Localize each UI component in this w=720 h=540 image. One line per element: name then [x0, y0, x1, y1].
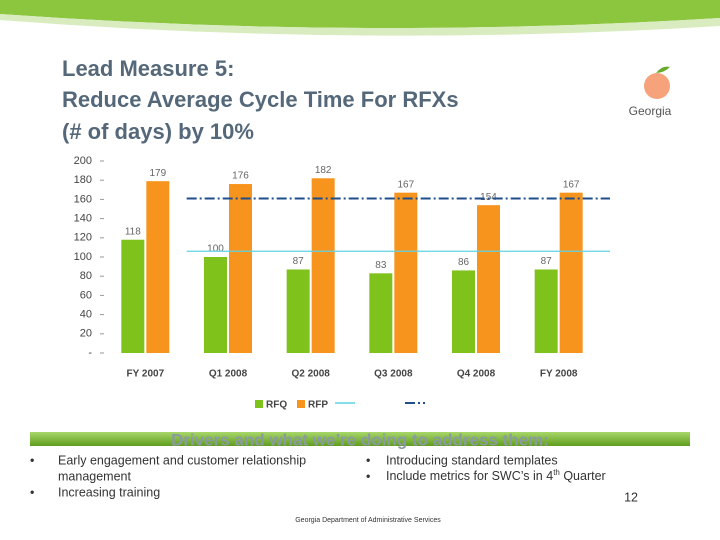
- data-label: 154: [480, 192, 497, 203]
- data-label: 100: [207, 244, 224, 255]
- top-swoosh-light: [0, 14, 720, 36]
- data-label: 86: [458, 257, 470, 268]
- bar: [534, 269, 558, 353]
- bar: [311, 178, 335, 353]
- bullet: •: [366, 453, 370, 467]
- bar: [477, 205, 500, 353]
- x-tick-label: Q3 2008: [374, 369, 413, 380]
- logo-text: Georgia: [629, 104, 672, 118]
- bar: [204, 257, 227, 353]
- drivers-banner: [30, 432, 690, 446]
- data-label: 179: [149, 168, 166, 179]
- bar: [559, 192, 583, 353]
- y-tick-label: 80: [80, 270, 92, 282]
- data-label: 167: [563, 179, 580, 190]
- legend-label: RFP: [308, 400, 328, 411]
- bar: [394, 192, 418, 353]
- data-label: 182: [315, 165, 332, 176]
- text-part: Include metrics for SWC’s in 4: [386, 469, 553, 483]
- y-tick-label: 100: [74, 251, 92, 263]
- logo-peach: [644, 73, 670, 99]
- y-tick-label: 200: [74, 155, 92, 167]
- data-label: 176: [232, 171, 249, 182]
- bar: [286, 269, 310, 353]
- page-number: 12: [624, 490, 638, 504]
- y-tick-label: 120: [74, 232, 92, 244]
- data-label: 167: [397, 179, 414, 190]
- data-label: 87: [293, 256, 305, 267]
- title-line: Lead Measure 5:: [62, 56, 234, 81]
- bar: [369, 273, 393, 353]
- logo-leaf: [656, 66, 670, 73]
- bullet: •: [30, 485, 34, 499]
- data-label: 83: [375, 260, 387, 271]
- bullet-text: Introducing standard templates: [386, 453, 558, 467]
- bullet-text: Include metrics for SWC’s in 4th Quarter: [386, 468, 606, 483]
- x-tick-label: Q2 2008: [291, 369, 330, 380]
- legend-swatch: [297, 400, 305, 408]
- x-tick-label: FY 2007: [127, 369, 165, 380]
- title-line: (# of days) by 10%: [62, 119, 254, 144]
- x-tick-label: Q4 2008: [457, 369, 496, 380]
- bullet-text: Early engagement and customer relationsh…: [58, 453, 306, 467]
- superscript: th: [553, 468, 560, 477]
- y-tick-label: 40: [80, 309, 92, 321]
- bar: [121, 239, 145, 353]
- y-tick-label: 160: [74, 193, 92, 205]
- data-label: 87: [541, 256, 553, 267]
- y-tick-label: 20: [80, 328, 92, 340]
- x-tick-label: Q1 2008: [209, 369, 248, 380]
- legend-swatch: [255, 400, 263, 408]
- drivers-heading: Drivers and what we’re doing to address …: [171, 430, 549, 449]
- chart: - 20 40 60 80 100 120 140 160 180 200 FY 2007 118 179…: [74, 155, 610, 411]
- bar: [229, 184, 252, 353]
- data-label: 118: [125, 226, 141, 237]
- bar: [146, 181, 170, 353]
- bullet: •: [30, 453, 34, 467]
- x-tick-label: FY 2008: [540, 369, 578, 380]
- top-swoosh: [0, 0, 720, 29]
- text-part: Quarter: [560, 469, 606, 483]
- bullet-text: Increasing training: [58, 485, 160, 499]
- y-tick-label: -: [88, 347, 92, 359]
- legend-label: RFQ: [266, 400, 287, 411]
- y-tick-label: 140: [74, 213, 92, 225]
- y-tick-label: 60: [80, 289, 92, 301]
- bullet: •: [366, 469, 370, 483]
- bar: [452, 270, 475, 353]
- title-line: Reduce Average Cycle Time For RFXs: [62, 87, 459, 112]
- footer: Georgia Department of Administrative Ser…: [295, 517, 441, 524]
- bullet-text: management: [58, 469, 131, 483]
- y-tick-label: 180: [74, 174, 92, 186]
